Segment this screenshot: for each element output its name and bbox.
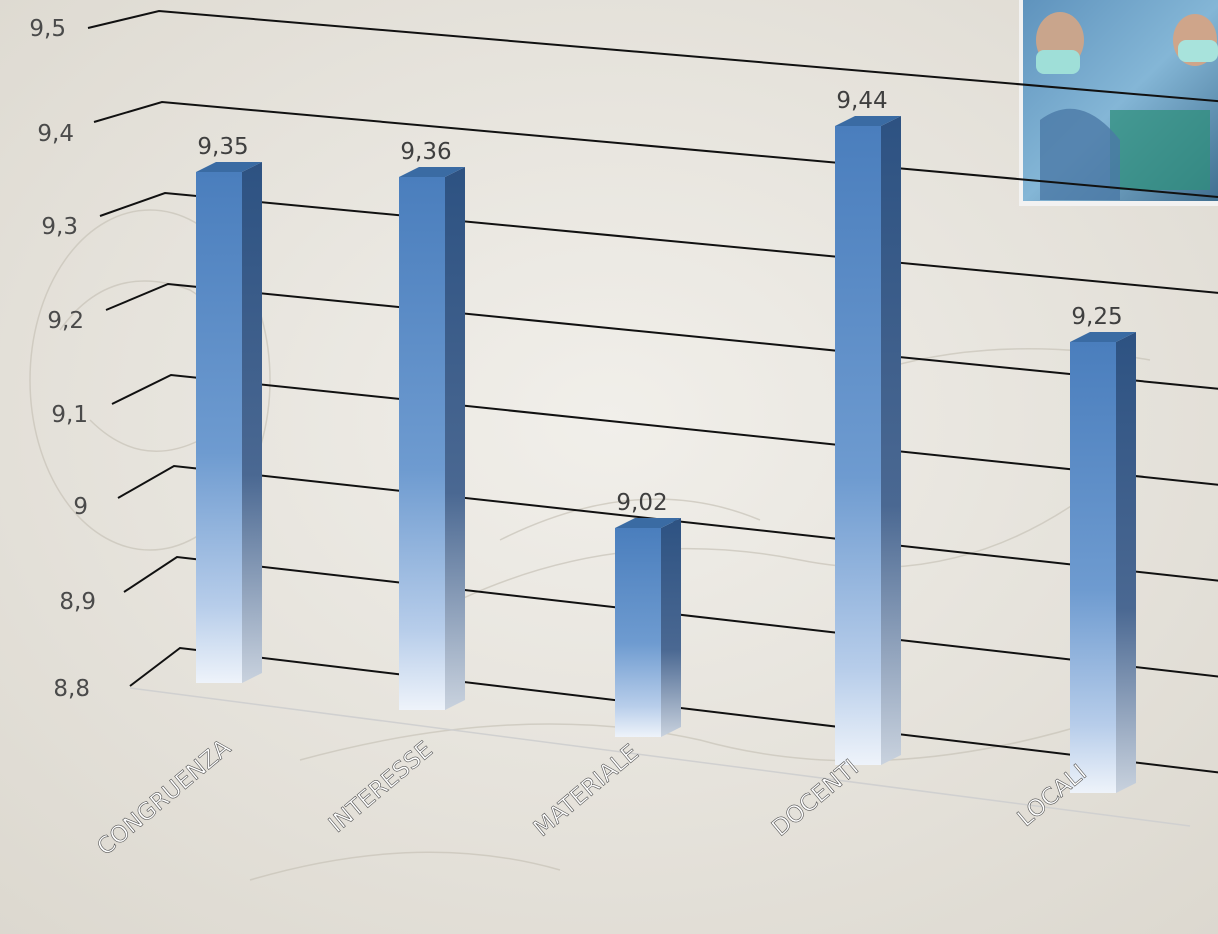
bar-top <box>615 518 681 528</box>
bar-side <box>881 116 901 765</box>
bar-front <box>615 528 661 737</box>
y-tick-label: 9,1 <box>51 402 88 428</box>
bar-front <box>1070 342 1116 793</box>
y-tick-label: 9,4 <box>37 121 74 147</box>
bar <box>1070 332 1136 793</box>
chart-floor <box>129 687 1191 827</box>
y-tick-label: 9,5 <box>29 16 66 42</box>
bar-top <box>399 167 465 177</box>
bar-side <box>445 167 465 710</box>
floor-line <box>129 687 1191 827</box>
bar-side <box>1116 332 1136 793</box>
data-label: 9,44 <box>836 88 887 114</box>
bar-side <box>242 162 262 683</box>
y-tick-label: 8,8 <box>53 676 90 702</box>
data-label: 9,36 <box>400 139 451 165</box>
bar <box>196 162 262 683</box>
y-tick-label: 8,9 <box>59 589 96 615</box>
gridline <box>87 9 1218 103</box>
surgery-team-photo <box>1019 0 1218 206</box>
bar-top <box>196 162 262 172</box>
bar <box>615 518 681 737</box>
y-tick-label: 9 <box>73 494 88 520</box>
data-label: 9,35 <box>197 134 248 160</box>
y-tick-label: 9,2 <box>47 308 84 334</box>
bar-top <box>1070 332 1136 342</box>
y-axis-ticks: 8,8 8,9 9 9,1 9,2 9,3 9,4 9,5 <box>29 16 96 702</box>
bars <box>196 116 1136 793</box>
data-labels: 9,35 9,36 9,02 9,44 9,25 <box>197 88 1122 516</box>
bar-front <box>835 126 881 765</box>
bar-side <box>661 518 681 737</box>
data-label: 9,25 <box>1071 304 1122 330</box>
y-tick-label: 9,3 <box>41 214 78 240</box>
bar-front <box>196 172 242 683</box>
bar-top <box>835 116 901 126</box>
data-label: 9,02 <box>616 490 667 516</box>
bar <box>399 167 465 710</box>
bar-front <box>399 177 445 710</box>
bar <box>835 116 901 765</box>
